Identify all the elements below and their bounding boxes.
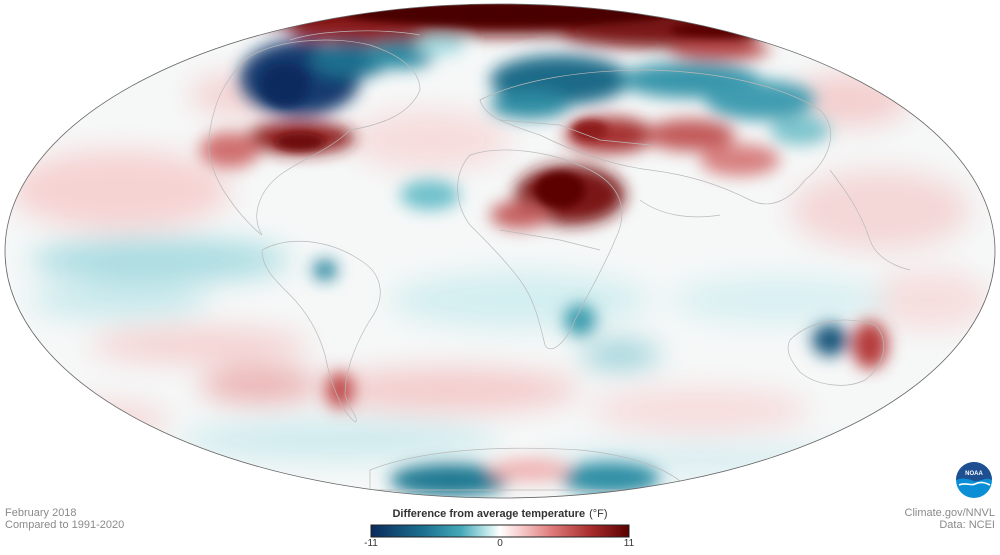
legend-title-row: Difference from average temperature (°F) [370, 508, 630, 521]
noaa-logo-icon: NOAA [956, 462, 992, 498]
svg-text:NOAA: NOAA [965, 471, 983, 477]
credit-data-source: Data: NCEI [939, 519, 995, 531]
legend-ticks: -11 0 11 [364, 538, 634, 551]
map-credits: Climate.gov/NNVL Data: NCEI [905, 507, 995, 531]
legend-unit: (°F) [589, 508, 608, 520]
caption-date: February 2018 [5, 507, 77, 519]
legend-max-label: 11 [623, 538, 635, 549]
legend-min-label: -11 [364, 538, 378, 549]
credit-site: Climate.gov/NNVL [904, 507, 995, 519]
country-borders [208, 30, 911, 491]
legend-mid-label: 0 [497, 538, 503, 549]
map-caption: February 2018 Compared to 1991-2020 [5, 507, 124, 531]
legend-color-bar [370, 524, 630, 538]
caption-baseline: Compared to 1991-2020 [5, 519, 125, 531]
color-legend: Difference from average temperature (°F) … [364, 508, 634, 551]
legend-bar-spacer [370, 524, 630, 537]
legend-title: Difference from average temperature [392, 508, 586, 520]
globe-outline [4, 3, 996, 499]
